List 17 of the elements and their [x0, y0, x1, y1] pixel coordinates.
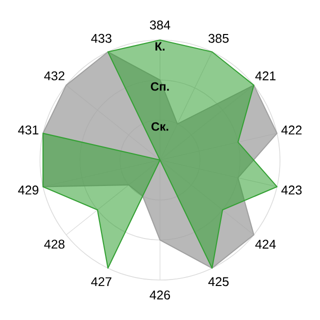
spoke-label: 426 — [150, 290, 170, 300]
spoke-label: 424 — [255, 240, 276, 249]
spoke-label: 425 — [208, 277, 229, 286]
spoke-label: 422 — [281, 126, 302, 134]
spoke-label: 423 — [281, 186, 302, 195]
y-tick-label: Сп. — [150, 82, 169, 91]
spoke-label: 384 — [150, 20, 170, 30]
spoke-label: 385 — [208, 34, 229, 43]
y-tick-label: К. — [155, 42, 165, 51]
spoke-label: 421 — [255, 71, 276, 80]
spoke-label: 429 — [18, 186, 38, 195]
spoke-label: 428 — [44, 240, 64, 249]
spoke-label: 427 — [91, 277, 112, 286]
spoke-label: 433 — [91, 34, 112, 43]
y-tick-label: Ск. — [152, 122, 168, 131]
spoke-label: 432 — [44, 71, 64, 80]
spoke-label: 431 — [18, 125, 38, 134]
